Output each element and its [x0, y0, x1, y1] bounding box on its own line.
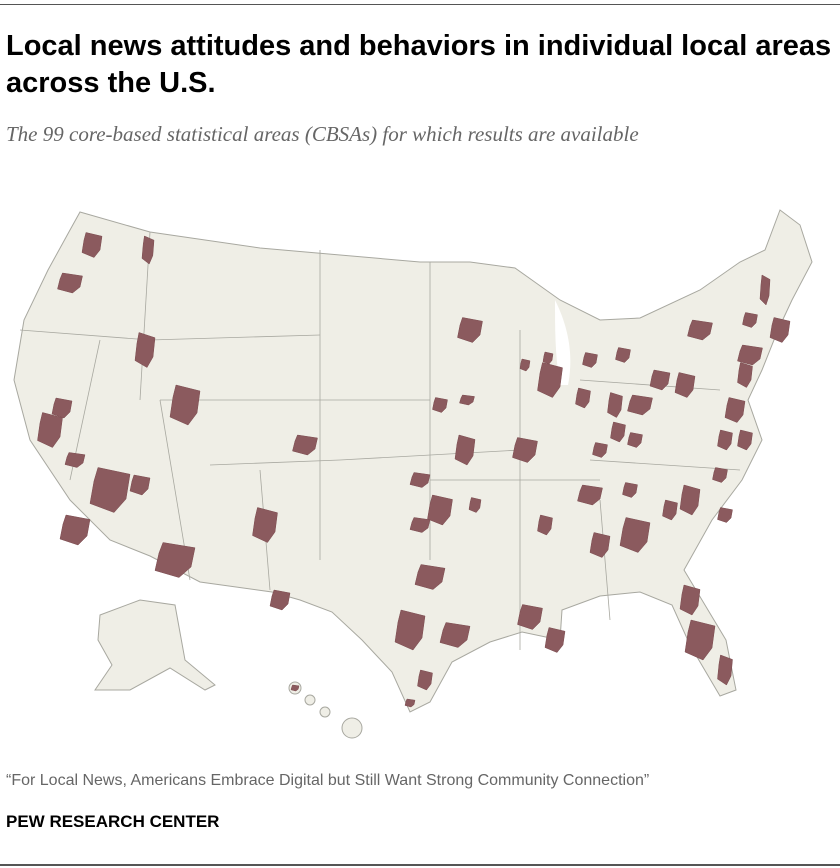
hawaii-island: [304, 694, 316, 706]
land-layer: [13, 209, 813, 739]
cbsa-area: [427, 494, 453, 526]
cbsa-area: [457, 317, 483, 343]
state-border: [339, 449, 521, 461]
cbsa-area: [51, 397, 73, 419]
cbsa-area: [619, 517, 651, 553]
cbsa-area: [737, 429, 753, 451]
cbsa-area: [59, 514, 91, 546]
cbsa-area: [404, 698, 416, 708]
cbsa-area: [717, 429, 733, 451]
cbsa-area: [737, 362, 753, 388]
source-note: “For Local News, Americans Embrace Digit…: [6, 772, 650, 789]
cbsa-area: [717, 507, 733, 523]
cbsa-area: [129, 474, 151, 496]
cbsa-area: [724, 397, 746, 423]
cbsa-area: [582, 352, 598, 368]
cbsa-area: [141, 235, 155, 265]
cbsa-area: [627, 394, 653, 416]
cbsa-area: [512, 437, 538, 463]
cbsa-area: [537, 514, 553, 536]
cbsa-area: [542, 351, 554, 365]
cbsa-area: [742, 312, 758, 328]
cbsa-area: [432, 397, 448, 413]
cbsa-area: [679, 484, 701, 516]
cbsa-area: [517, 604, 543, 630]
cbsa-area: [684, 619, 716, 661]
state-border: [19, 329, 151, 341]
lake-michigan: [555, 300, 571, 385]
cbsa-area: [154, 542, 196, 578]
subtitle: The 99 core-based statistical areas (CBS…: [6, 122, 639, 146]
cbsa-area: [737, 344, 763, 366]
alaska: [94, 599, 216, 691]
cbsa-area: [290, 684, 300, 692]
cbsa-area: [414, 564, 446, 590]
page-title: Local news attitudes and behaviors in in…: [6, 30, 832, 99]
cbsa-area: [649, 369, 671, 391]
cbsa-area: [537, 362, 563, 398]
cbsa-area: [592, 442, 608, 458]
cbsa-area: [454, 434, 476, 466]
cbsa-area: [81, 232, 103, 258]
cbsa-area: [615, 347, 631, 363]
cbsa-area: [712, 467, 728, 483]
cbsa-area: [622, 482, 638, 498]
cbsa-area: [169, 384, 201, 426]
top-rule: [0, 4, 840, 5]
cbsa-area: [252, 507, 278, 543]
cbsa-area: [134, 332, 156, 368]
cbsa-area: [292, 434, 318, 456]
cbsa-area: [519, 358, 531, 372]
cbsa-area: [468, 497, 482, 513]
cbsa-area: [610, 421, 626, 443]
cbsa-area: [759, 274, 771, 306]
cbsa-area: [769, 317, 791, 343]
cbsa-area: [57, 272, 83, 294]
cbsa-area: [717, 654, 733, 686]
brand-logo-text: PEW RESEARCH CENTER: [6, 812, 220, 831]
cbsa-area: [662, 499, 678, 521]
us-map: [13, 209, 813, 739]
cbsa-area: [674, 372, 696, 398]
cbsa-area: [409, 472, 431, 488]
cbsa-area: [589, 532, 611, 558]
cbsa-area: [607, 392, 623, 418]
cbsa-area: [544, 627, 566, 653]
state-border: [149, 334, 321, 341]
cbsa-layer: [37, 232, 791, 708]
cbsa-area: [679, 584, 701, 616]
cbsa-area: [687, 319, 713, 341]
cbsa-area: [409, 517, 431, 533]
bottom-rule: [0, 864, 840, 866]
cbsa-area: [575, 387, 591, 409]
hawaii-island: [341, 717, 363, 739]
cbsa-area: [459, 394, 475, 406]
cbsa-area: [627, 432, 643, 448]
cbsa-area: [269, 589, 291, 611]
cbsa-area: [577, 484, 603, 506]
cbsa-area: [89, 467, 131, 513]
cbsa-area: [394, 609, 426, 651]
cbsa-area: [64, 452, 86, 468]
hawaii-island: [319, 706, 331, 718]
state-border: [599, 499, 611, 621]
cbsa-area: [439, 622, 471, 648]
state-border: [209, 459, 341, 466]
cbsa-area: [417, 669, 433, 691]
